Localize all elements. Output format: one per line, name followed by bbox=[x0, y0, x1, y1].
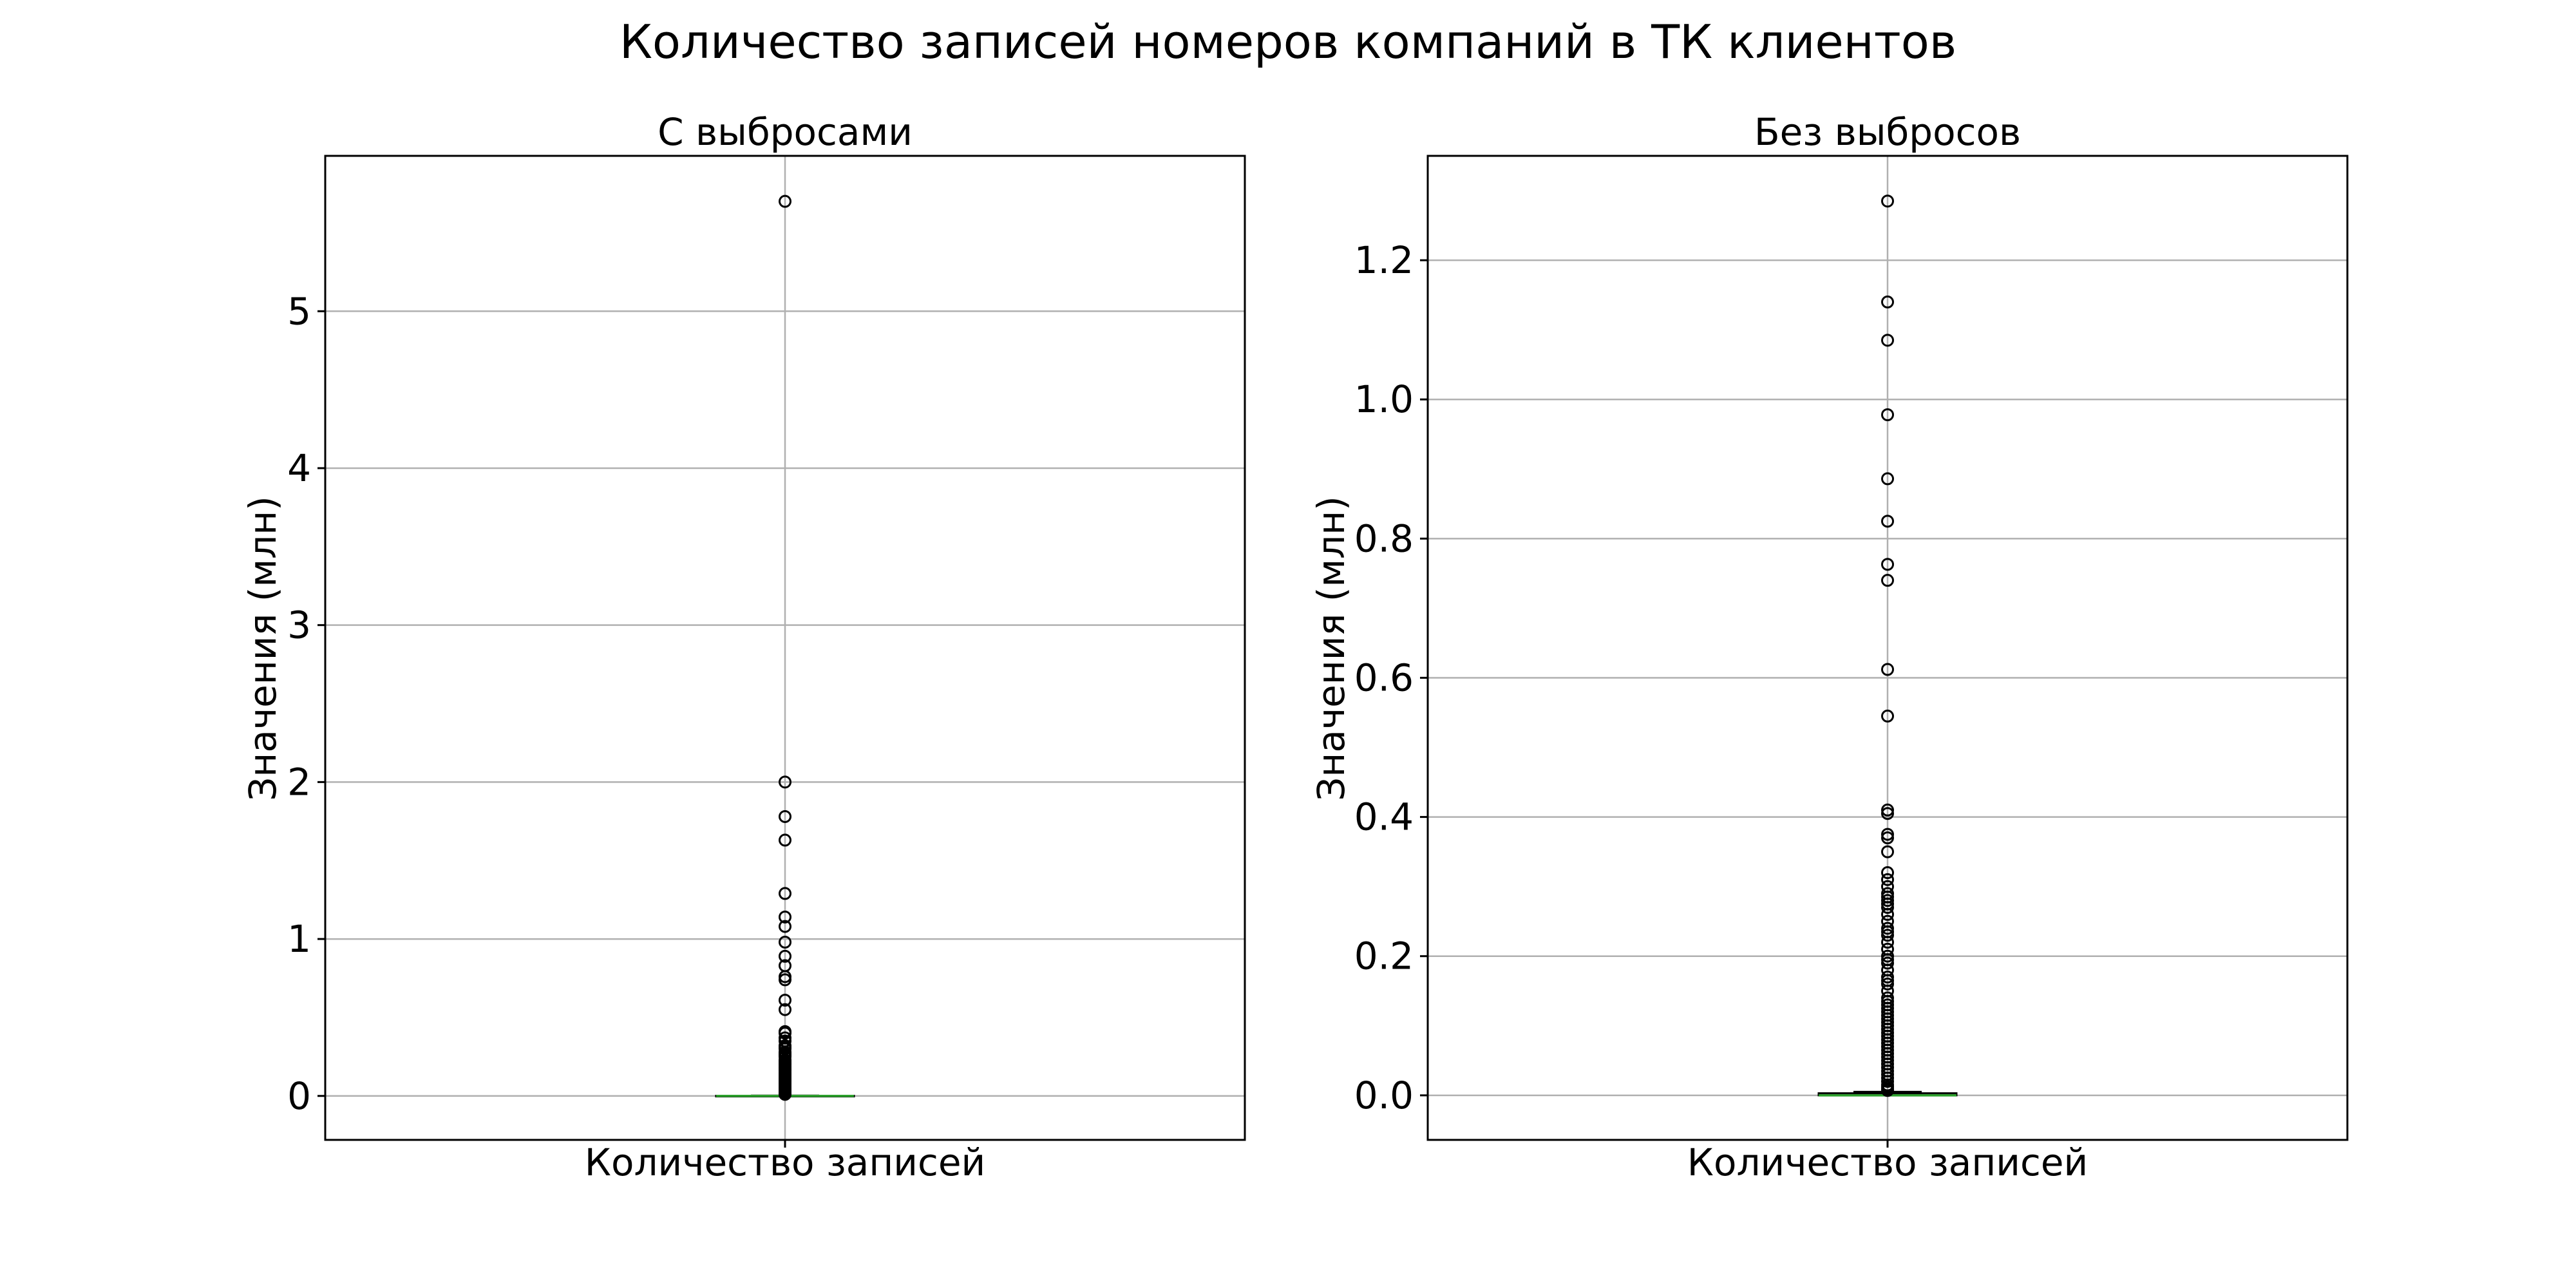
outlier-point bbox=[1881, 1075, 1894, 1088]
outlier-point bbox=[1881, 929, 1894, 942]
y-tick-label: 2 bbox=[287, 760, 311, 804]
outlier-point bbox=[1881, 515, 1894, 528]
figure-title: Количество записей номеров компаний в ТК… bbox=[620, 15, 1956, 69]
outlier-point bbox=[1881, 472, 1894, 486]
outlier-point bbox=[1881, 956, 1894, 970]
outlier-point bbox=[779, 194, 791, 208]
y-tick-label: 1.2 bbox=[1354, 238, 1414, 282]
outlier-point bbox=[1881, 709, 1894, 723]
outlier-point bbox=[1881, 901, 1894, 914]
y-tick-label: 0.4 bbox=[1354, 795, 1414, 839]
outlier-point bbox=[779, 910, 791, 923]
subplot-title: Без выбросов bbox=[1754, 110, 2021, 154]
outlier-point bbox=[779, 833, 791, 847]
outlier-point bbox=[779, 1003, 791, 1016]
outlier-point bbox=[1881, 1084, 1894, 1097]
outlier-point bbox=[779, 920, 791, 933]
axes-frame bbox=[1426, 155, 2349, 1141]
outlier-point bbox=[1881, 194, 1894, 208]
y-tick-label: 4 bbox=[287, 446, 311, 490]
y-tick-label: 1 bbox=[287, 917, 311, 961]
outlier-point bbox=[1881, 971, 1894, 984]
outlier-point bbox=[1881, 907, 1894, 921]
outlier-point bbox=[1881, 977, 1894, 990]
outlier-point bbox=[1881, 663, 1894, 676]
outlier-point bbox=[1881, 894, 1894, 907]
outlier-point bbox=[779, 775, 791, 789]
outlier-point bbox=[779, 949, 791, 963]
x-axis-label: Количество записей bbox=[585, 1141, 985, 1184]
y-tick-label: 0 bbox=[287, 1074, 311, 1118]
outlier-point bbox=[1881, 828, 1894, 841]
outlier-point bbox=[779, 973, 791, 987]
axes-frame bbox=[324, 155, 1246, 1141]
y-tick-label: 1.0 bbox=[1354, 377, 1414, 421]
outlier-point bbox=[1881, 922, 1894, 935]
subplot-without-outliers: Без выбросов Количество записей Значения… bbox=[1309, 110, 2349, 1184]
y-tick-label: 5 bbox=[287, 289, 311, 333]
outlier-point bbox=[1881, 334, 1894, 347]
y-tick-label: 0.8 bbox=[1354, 516, 1414, 560]
subplot-with-outliers: С выбросами Количество записей Значения … bbox=[241, 110, 1246, 1184]
outlier-point bbox=[779, 810, 791, 823]
outlier-point bbox=[779, 1088, 791, 1101]
subplot-title: С выбросами bbox=[658, 110, 913, 154]
outlier-point bbox=[1881, 803, 1894, 817]
outlier-point bbox=[779, 935, 791, 949]
y-axis-label: Значения (млн) bbox=[241, 496, 285, 801]
outlier-point bbox=[779, 994, 791, 1007]
outlier-point bbox=[1881, 574, 1894, 587]
y-tick-label: 0.0 bbox=[1354, 1074, 1414, 1117]
outlier-point bbox=[1881, 873, 1894, 886]
y-tick-label: 0.6 bbox=[1354, 656, 1414, 699]
outlier-point bbox=[1881, 558, 1894, 571]
outlier-point bbox=[1881, 408, 1894, 421]
outlier-point bbox=[779, 887, 791, 900]
outlier-point bbox=[1881, 807, 1894, 820]
outlier-point bbox=[1881, 866, 1894, 880]
outlier-point bbox=[1881, 831, 1894, 845]
outlier-point bbox=[1881, 845, 1894, 858]
y-axis-label: Значения (млн) bbox=[1309, 496, 1353, 801]
outlier-point bbox=[1881, 936, 1894, 949]
outlier-point bbox=[779, 1027, 791, 1040]
x-axis-label: Количество записей bbox=[1687, 1141, 2088, 1184]
outlier-point bbox=[1881, 295, 1894, 308]
y-tick-label: 0.2 bbox=[1354, 934, 1414, 978]
outlier-point bbox=[1881, 949, 1894, 963]
y-tick-label: 3 bbox=[287, 603, 311, 647]
